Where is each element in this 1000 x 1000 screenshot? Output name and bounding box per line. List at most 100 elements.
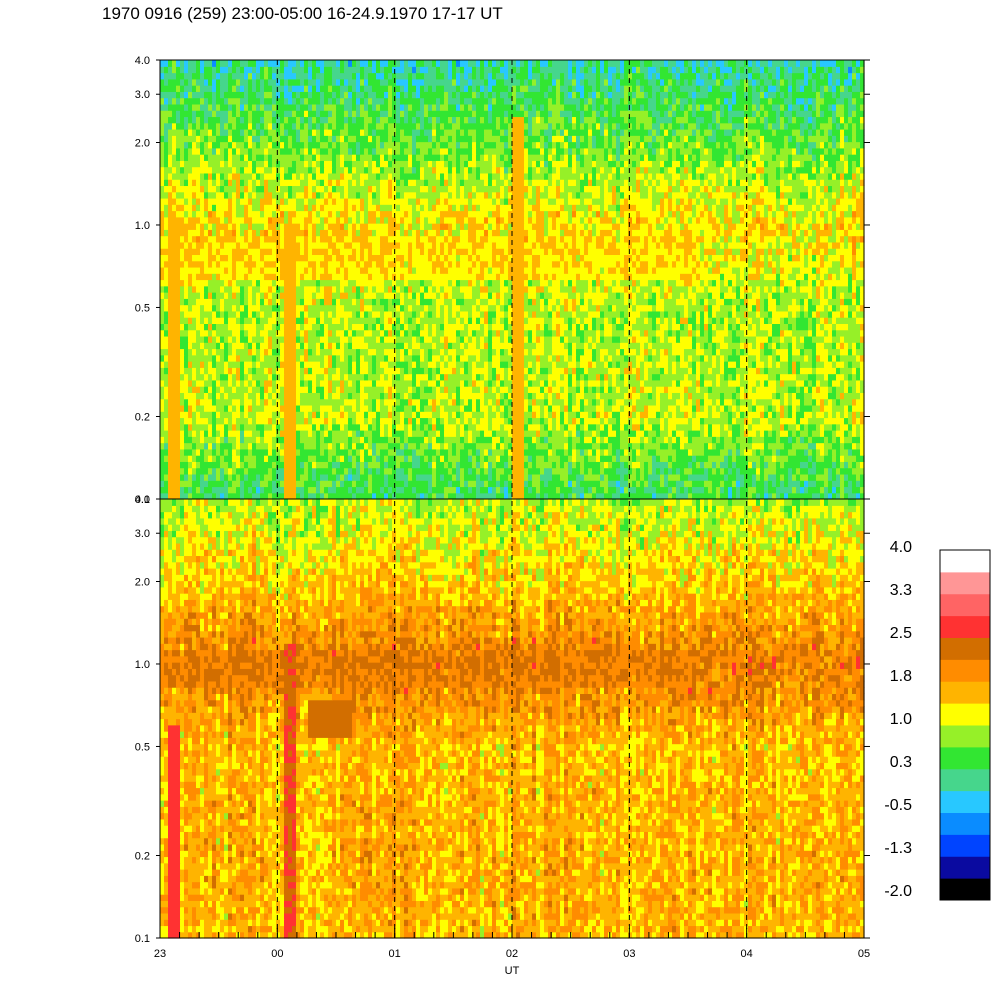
- heatmap-cell: [336, 486, 349, 494]
- heatmap-cell: [264, 335, 269, 343]
- heatmap-cell: [184, 241, 189, 249]
- heatmap-cell: [636, 411, 641, 419]
- heatmap-cell: [856, 292, 861, 299]
- heatmap-cell: [356, 386, 361, 393]
- heatmap-cell: [168, 367, 181, 375]
- heatmap-cell: [820, 317, 825, 324]
- heatmap-cell: [680, 223, 685, 230]
- heatmap-cell: [532, 455, 537, 462]
- heatmap-cell: [592, 486, 597, 494]
- heatmap-cell: [540, 241, 557, 249]
- heatmap-cell: [628, 285, 633, 293]
- heatmap-cell: [664, 292, 669, 299]
- heatmap-cell: [160, 342, 169, 350]
- heatmap-cell: [276, 461, 285, 469]
- heatmap-cell: [636, 354, 645, 362]
- heatmap-cell: [844, 436, 853, 444]
- heatmap-cell: [796, 392, 805, 400]
- heatmap-cell: [324, 367, 329, 375]
- heatmap-cell: [340, 260, 345, 268]
- heatmap-cell: [404, 223, 409, 230]
- heatmap-cell: [636, 285, 641, 293]
- heatmap-cell: [216, 430, 221, 437]
- heatmap-cell: [376, 411, 381, 419]
- heatmap-cell: [452, 248, 457, 256]
- heatmap-cell: [728, 342, 741, 350]
- heatmap-cell: [548, 223, 553, 230]
- heatmap-cell: [720, 317, 725, 324]
- heatmap-cell: [348, 223, 353, 230]
- heatmap-cell: [472, 317, 477, 324]
- heatmap-cell: [740, 354, 749, 362]
- heatmap-cell: [220, 335, 225, 343]
- heatmap-cell: [160, 248, 181, 256]
- heatmap-cell: [712, 461, 717, 469]
- heatmap-cell: [580, 354, 593, 362]
- heatmap-cell: [524, 323, 537, 331]
- heatmap-cell: [216, 310, 221, 318]
- heatmap-cell: [352, 285, 357, 293]
- heatmap-cell: [816, 348, 829, 356]
- heatmap-cell: [444, 361, 449, 368]
- heatmap-cell: [160, 404, 165, 412]
- heatmap-cell: [540, 386, 545, 393]
- heatmap-cell: [512, 442, 525, 450]
- heatmap-cell: [444, 310, 449, 318]
- heatmap-cell: [320, 404, 333, 412]
- heatmap-cell: [188, 455, 193, 462]
- heatmap-cell: [356, 329, 365, 337]
- heatmap-cell: [604, 361, 609, 368]
- heatmap-cell: [424, 304, 429, 312]
- heatmap-cell: [676, 467, 681, 475]
- heatmap-cell: [244, 317, 253, 324]
- heatmap-cell: [280, 223, 285, 230]
- heatmap-cell: [488, 304, 497, 312]
- heatmap-cell: [840, 254, 845, 262]
- heatmap-cell: [600, 329, 605, 337]
- heatmap-cell: [632, 273, 681, 281]
- heatmap-cell: [396, 342, 405, 350]
- heatmap-cell: [184, 354, 189, 362]
- heatmap-cell: [420, 323, 425, 331]
- heatmap-cell: [384, 323, 393, 331]
- heatmap-cell: [184, 430, 189, 437]
- heatmap-cell: [816, 361, 825, 368]
- heatmap-cell: [356, 298, 361, 306]
- heatmap-cell: [600, 229, 613, 237]
- heatmap-cell: [544, 386, 549, 393]
- heatmap-cell: [300, 241, 305, 249]
- heatmap-cell: [580, 292, 585, 299]
- heatmap-cell: [268, 455, 281, 462]
- heatmap-cell: [360, 285, 365, 293]
- heatmap-cell: [356, 486, 365, 494]
- heatmap-cell: [388, 492, 393, 500]
- heatmap-cell: [496, 241, 509, 249]
- heatmap-cell: [412, 467, 433, 475]
- heatmap-cell: [504, 398, 509, 406]
- heatmap-cell: [600, 310, 605, 318]
- heatmap-cell: [384, 486, 389, 494]
- heatmap-cell: [692, 367, 697, 375]
- heatmap-cell: [584, 373, 589, 381]
- heatmap-cell: [276, 430, 281, 437]
- heatmap-cell: [788, 480, 801, 488]
- heatmap-cell: [508, 241, 525, 249]
- heatmap-cell: [668, 285, 673, 293]
- heatmap-cell: [524, 367, 529, 375]
- heatmap-cell: [776, 436, 781, 444]
- heatmap-cell: [384, 430, 389, 437]
- heatmap-cell: [440, 404, 445, 412]
- heatmap-cell: [244, 229, 249, 237]
- heatmap-cell: [548, 367, 553, 375]
- heatmap-cell: [216, 323, 229, 331]
- heatmap-cell: [732, 404, 737, 412]
- heatmap-cell: [260, 361, 277, 368]
- heatmap-cell: [576, 423, 581, 431]
- heatmap-cell: [240, 292, 245, 299]
- heatmap-cell: [544, 423, 549, 431]
- heatmap-cell: [656, 235, 661, 243]
- heatmap-cell: [220, 342, 225, 350]
- heatmap-cell: [208, 279, 225, 287]
- heatmap-cell: [308, 430, 313, 437]
- heatmap-cell: [160, 335, 169, 343]
